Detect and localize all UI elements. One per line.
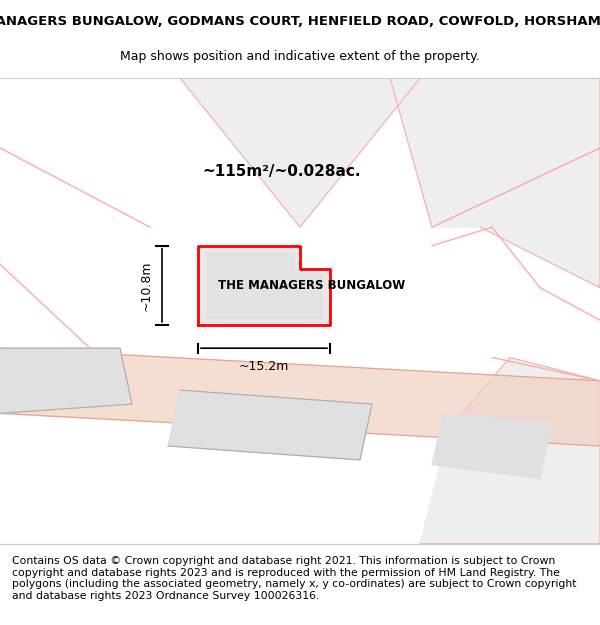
- Polygon shape: [207, 253, 321, 318]
- Polygon shape: [180, 78, 420, 227]
- Text: ~15.2m: ~15.2m: [239, 360, 289, 373]
- Text: THE MANAGERS BUNGALOW: THE MANAGERS BUNGALOW: [218, 279, 406, 292]
- Polygon shape: [198, 246, 330, 325]
- Polygon shape: [420, 357, 600, 544]
- Polygon shape: [0, 348, 600, 446]
- Text: Contains OS data © Crown copyright and database right 2021. This information is : Contains OS data © Crown copyright and d…: [12, 556, 577, 601]
- Polygon shape: [0, 348, 132, 413]
- Text: >>>THE MANAGERS BUNGALOW, GODMANS COURT, HENFIELD ROAD, COWFOLD, HORSHAM, RH13 8: >>>THE MANAGERS BUNGALOW, GODMANS COURT,…: [0, 16, 600, 28]
- Polygon shape: [168, 390, 372, 460]
- Polygon shape: [390, 78, 600, 227]
- Polygon shape: [432, 148, 600, 288]
- Polygon shape: [432, 413, 552, 479]
- Text: ~115m²/~0.028ac.: ~115m²/~0.028ac.: [203, 164, 361, 179]
- Text: Map shows position and indicative extent of the property.: Map shows position and indicative extent…: [120, 50, 480, 62]
- Text: ~10.8m: ~10.8m: [140, 260, 153, 311]
